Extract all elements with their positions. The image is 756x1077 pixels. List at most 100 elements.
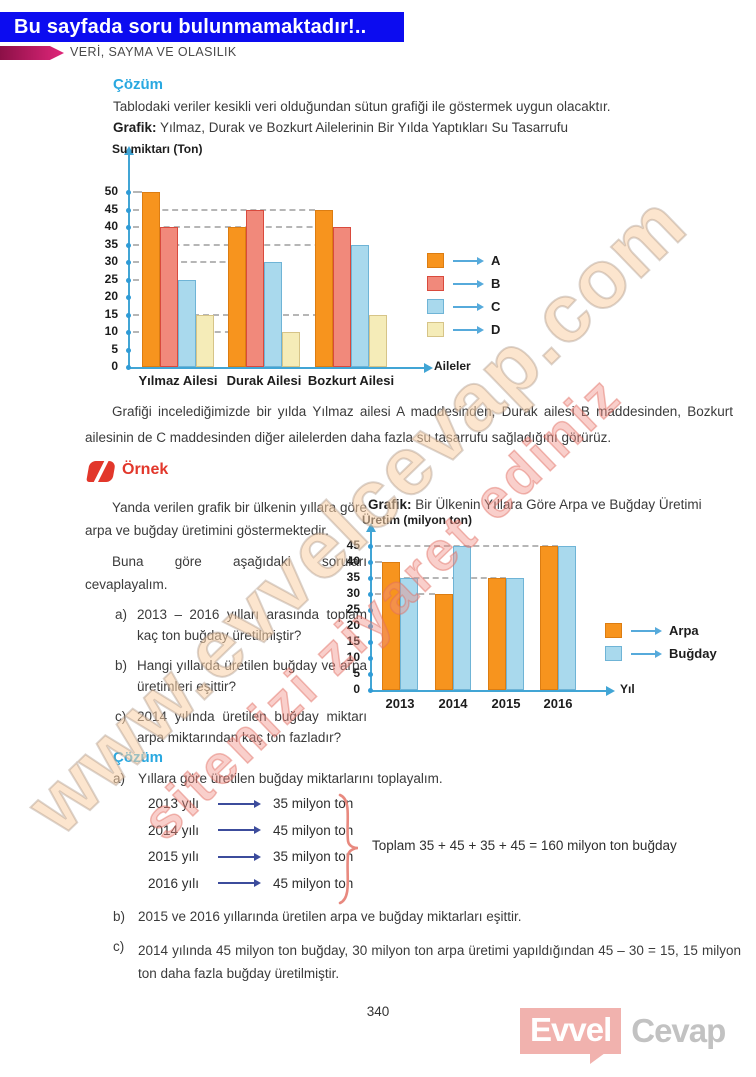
bar-c-yılmaz-ailesi <box>178 279 196 367</box>
legend-row-b: B <box>427 276 500 291</box>
y-tick-label: 5 <box>353 666 360 680</box>
gridline <box>133 191 142 193</box>
y-tick-dot <box>368 688 373 693</box>
y-tick-label: 10 <box>104 324 118 338</box>
bar-b-bozkurt-ailesi <box>333 227 351 367</box>
chart1-caption: Grafik: Yılmaz, Durak ve Bozkurt Aileler… <box>113 120 568 135</box>
arrow-line <box>218 882 254 884</box>
y-tick-label: 20 <box>104 289 118 303</box>
legend-row-buğday: Buğday <box>605 646 717 661</box>
bar-d-bozkurt-ailesi <box>369 314 387 367</box>
legend-arrow-head-icon <box>477 302 484 311</box>
bar-buğday-2016 <box>558 546 576 690</box>
year-value: 35 milyon ton <box>273 849 354 864</box>
solution-step-a: a) Yıllara göre üretilen buğday miktarla… <box>113 771 713 786</box>
brace-icon <box>338 793 359 905</box>
page-number: 340 <box>366 1004 390 1019</box>
y-tick-label: 35 <box>104 236 118 251</box>
x-axis-title: Aileler <box>434 359 471 373</box>
bar-arpa-2014 <box>435 594 453 690</box>
bar-b-yılmaz-ailesi <box>160 227 178 367</box>
year-row: 2016 yılı 45 milyon ton <box>148 875 353 892</box>
step-a-label: a) <box>113 771 126 786</box>
chart1-caption-text: Yılmaz, Durak ve Bozkurt Ailelerinin Bir… <box>160 120 568 135</box>
step-b-label: b) <box>113 909 126 924</box>
y-axis-arrow-icon <box>366 523 376 532</box>
bar-arpa-2016 <box>540 546 558 690</box>
y-tick-dot <box>126 260 131 265</box>
step-c-label: c) <box>113 939 125 954</box>
x-category-label: 2015 <box>491 696 521 711</box>
bar-a-yılmaz-ailesi <box>142 192 160 367</box>
water-savings-bar-chart: Su miktarı (Ton) Aileler 0 5 10 15 20 25 30 35 40 4… <box>0 140 756 400</box>
bar-b-durak-ailesi <box>246 209 264 367</box>
legend-arrow-line <box>453 259 477 262</box>
banner-text: Bu sayfada soru bulunmamaktadır!.. <box>14 15 367 38</box>
x-category-label: 2013 <box>385 696 415 711</box>
legend-arrow-head-icon <box>477 256 484 265</box>
question-label: b) <box>115 658 128 673</box>
question-text: 2013 – 2016 yılları arasında toplam kaç … <box>137 607 367 643</box>
y-axis-title: Üretim (milyon ton) <box>362 513 472 527</box>
bar-arpa-2015 <box>488 578 506 690</box>
y-tick-dot <box>368 576 373 581</box>
legend-arrow-line <box>453 305 477 308</box>
y-tick-label: 45 <box>104 201 118 216</box>
legend-arrow-line <box>631 629 655 632</box>
wheat-amount-list: 2013 yılı 35 milyon ton 2014 yılı 45 milyon… <box>148 795 353 901</box>
legend-arrow-head-icon <box>655 649 662 658</box>
y-tick-dot <box>126 242 131 248</box>
arrow-line <box>218 829 254 831</box>
example-questions: a) 2013 – 2016 yılları arasında toplam ka… <box>85 604 367 748</box>
legend-swatch <box>605 623 622 638</box>
y-tick-label: 40 <box>104 219 118 233</box>
y-tick-label: 5 <box>111 341 118 356</box>
x-axis <box>370 690 606 692</box>
legend-label: A <box>491 253 501 268</box>
legend-arrow-line <box>631 652 655 655</box>
arrow-head-icon <box>254 879 261 887</box>
legend-swatch <box>427 276 444 291</box>
question-a: a) 2013 – 2016 yılları arasında toplam ka… <box>85 604 367 646</box>
example-heading: Örnek <box>122 461 169 478</box>
legend-row-d: D <box>427 322 500 337</box>
y-tick-label: 50 <box>104 184 118 198</box>
legend-label: Arpa <box>669 623 699 638</box>
y-tick-label: 45 <box>346 538 360 552</box>
y-tick-label: 35 <box>346 570 360 584</box>
y-tick-label: 30 <box>104 254 118 268</box>
gridline <box>133 261 264 263</box>
step-a-text: Yıllara göre üretilen buğday miktarların… <box>138 771 443 786</box>
bar-d-durak-ailesi <box>282 332 300 367</box>
solution-step-c: c) 2014 yılında 45 milyon ton buğday, 30… <box>113 939 741 985</box>
bar-a-bozkurt-ailesi <box>315 209 333 367</box>
legend-arrow-line <box>453 328 477 331</box>
legend-swatch <box>427 299 444 314</box>
y-tick-label: 15 <box>104 306 118 321</box>
year-label: 2016 yılı <box>148 875 200 891</box>
year-label: 2015 yılı <box>148 849 200 864</box>
question-b: b) Hangi yıllarda üretilen buğday ve arpa… <box>85 655 367 697</box>
year-row: 2014 yılı 45 milyon ton <box>148 822 353 839</box>
x-category-label: 2014 <box>438 696 468 711</box>
bar-d-yılmaz-ailesi <box>196 314 214 367</box>
chapter-title: VERİ, SAYMA VE OLASILIK <box>70 45 237 59</box>
solution-step-b: b) 2015 ve 2016 yıllarında üretilen arpa… <box>113 909 733 924</box>
chapter-arrow-icon <box>0 46 64 60</box>
y-tick-dot <box>368 544 373 549</box>
bar-c-durak-ailesi <box>264 262 282 367</box>
y-tick-dot <box>368 672 373 677</box>
y-tick-dot <box>368 560 373 565</box>
y-tick-dot <box>126 347 131 353</box>
y-tick-dot <box>126 365 131 370</box>
bar-buğday-2014 <box>453 546 471 690</box>
chart1-caption-label: Grafik: <box>113 120 157 135</box>
gridline <box>375 561 382 563</box>
bar-buğday-2015 <box>506 578 524 690</box>
arrow-line <box>218 855 254 858</box>
year-value: 45 milyon ton <box>273 822 354 838</box>
x-axis <box>128 367 424 369</box>
y-tick-label: 0 <box>353 682 360 696</box>
y-tick-dot <box>126 295 131 300</box>
logo-secondary-text: Cevap <box>631 1012 726 1049</box>
